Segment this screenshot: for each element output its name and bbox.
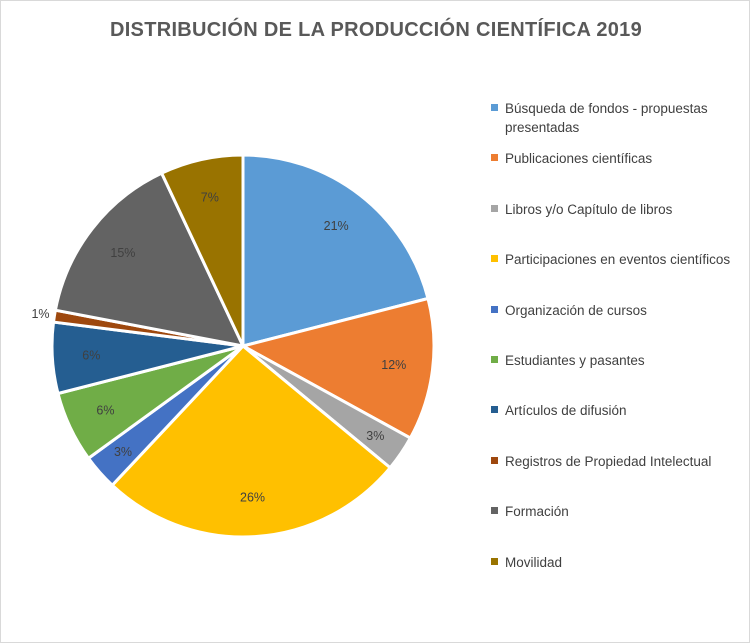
legend-swatch xyxy=(491,456,498,464)
slice-data-label: 1% xyxy=(31,307,49,321)
legend-item: Participaciones en eventos científicos xyxy=(491,250,741,269)
legend-item: Libros y/o Capítulo de libros xyxy=(491,200,741,219)
slice-data-label: 6% xyxy=(96,404,114,418)
pie-slice xyxy=(241,297,436,440)
legend-label: Participaciones en eventos científicos xyxy=(505,252,731,268)
slice-data-label: 21% xyxy=(324,219,349,233)
legend-label: Artículos de difusión xyxy=(505,403,627,419)
slice-data-label: 26% xyxy=(240,491,265,505)
legend-swatch xyxy=(491,305,498,313)
slice-data-label: 3% xyxy=(114,445,132,459)
legend-swatch xyxy=(491,507,498,515)
pie-slice xyxy=(110,344,392,539)
legend-swatch xyxy=(491,154,498,162)
legend-item: Formación xyxy=(491,502,741,521)
legend-label: Movilidad xyxy=(505,554,563,570)
slice-data-label: 3% xyxy=(366,429,384,443)
legend-swatch xyxy=(491,356,498,363)
legend-swatch xyxy=(491,557,498,565)
legend-item: Estudiantes y pasantes xyxy=(491,351,741,370)
pie-slice xyxy=(241,153,430,348)
legend-label: Formación xyxy=(505,504,569,520)
slice-data-label: 12% xyxy=(381,358,406,372)
legend-item: Publicaciones científicas xyxy=(491,149,741,168)
pie-slice xyxy=(160,153,245,348)
legend-label: Búsqueda de fondos - propuestas presenta… xyxy=(505,101,708,135)
legend-swatch xyxy=(491,255,498,263)
legend-label: Registros de Propiedad Intelectual xyxy=(505,453,712,469)
legend-item: Búsqueda de fondos - propuestas presenta… xyxy=(491,99,741,137)
chart-title: DISTRIBUCIÓN DE LA PRODUCCIÓN CIENTÍFICA… xyxy=(109,19,643,41)
slice-data-label: 7% xyxy=(201,191,219,205)
legend-item: Movilidad xyxy=(491,553,741,572)
legend-label: Libros y/o Capítulo de libros xyxy=(505,201,673,217)
legend-item: Registros de Propiedad Intelectual xyxy=(491,452,741,471)
legend-label: Organización de cursos xyxy=(505,302,647,318)
legend-swatch xyxy=(491,204,498,212)
legend-item: Organización de cursos xyxy=(491,301,741,320)
legend-label: Estudiantes y pasantes xyxy=(505,353,645,368)
pie-slice xyxy=(53,171,245,348)
legend-swatch xyxy=(491,406,498,414)
legend-swatch xyxy=(491,104,498,111)
slice-data-label: 15% xyxy=(110,246,135,260)
legend-item: Artículos de difusión xyxy=(491,401,741,420)
slice-data-label: 6% xyxy=(82,349,100,363)
legend-label: Publicaciones científicas xyxy=(505,151,653,167)
